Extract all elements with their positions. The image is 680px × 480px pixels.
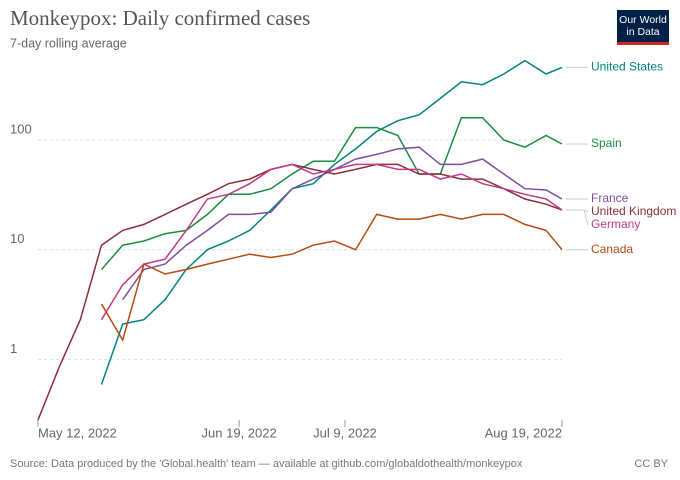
legend-label: United Kingdom xyxy=(591,204,676,218)
series-line xyxy=(100,116,563,270)
chart-subtitle: 7-day rolling average xyxy=(10,36,127,50)
y-tick-label: 1 xyxy=(10,341,17,356)
chart-title: Monkeypox: Daily confirmed cases xyxy=(10,6,310,30)
logo-band xyxy=(617,42,669,45)
license: CC BY xyxy=(634,458,668,470)
logo-text: in Data xyxy=(626,26,659,38)
legend-label: Germany xyxy=(591,217,640,231)
logo-box[interactable] xyxy=(617,10,669,45)
leader-line xyxy=(566,209,589,226)
logo-text: Our World xyxy=(619,14,667,26)
y-tick-label: 100 xyxy=(10,121,32,136)
y-tick-label: 10 xyxy=(10,231,24,246)
x-tick-label: May 12, 2022 xyxy=(38,425,117,440)
x-tick-label: Aug 19, 2022 xyxy=(485,425,562,440)
series-line xyxy=(122,146,563,301)
series-line xyxy=(100,59,563,385)
legend-label: United States xyxy=(591,60,663,74)
legend-label: Canada xyxy=(591,242,633,256)
x-tick-label: Jun 19, 2022 xyxy=(202,425,277,440)
series-line xyxy=(100,213,563,343)
series-line xyxy=(37,163,563,421)
source-note: Source: Data produced by the 'Global.hea… xyxy=(10,458,523,470)
legend-label: Spain xyxy=(591,136,622,150)
series-line xyxy=(100,163,563,321)
x-tick-label: Jul 9, 2022 xyxy=(313,425,377,440)
legend-label: France xyxy=(591,191,629,205)
